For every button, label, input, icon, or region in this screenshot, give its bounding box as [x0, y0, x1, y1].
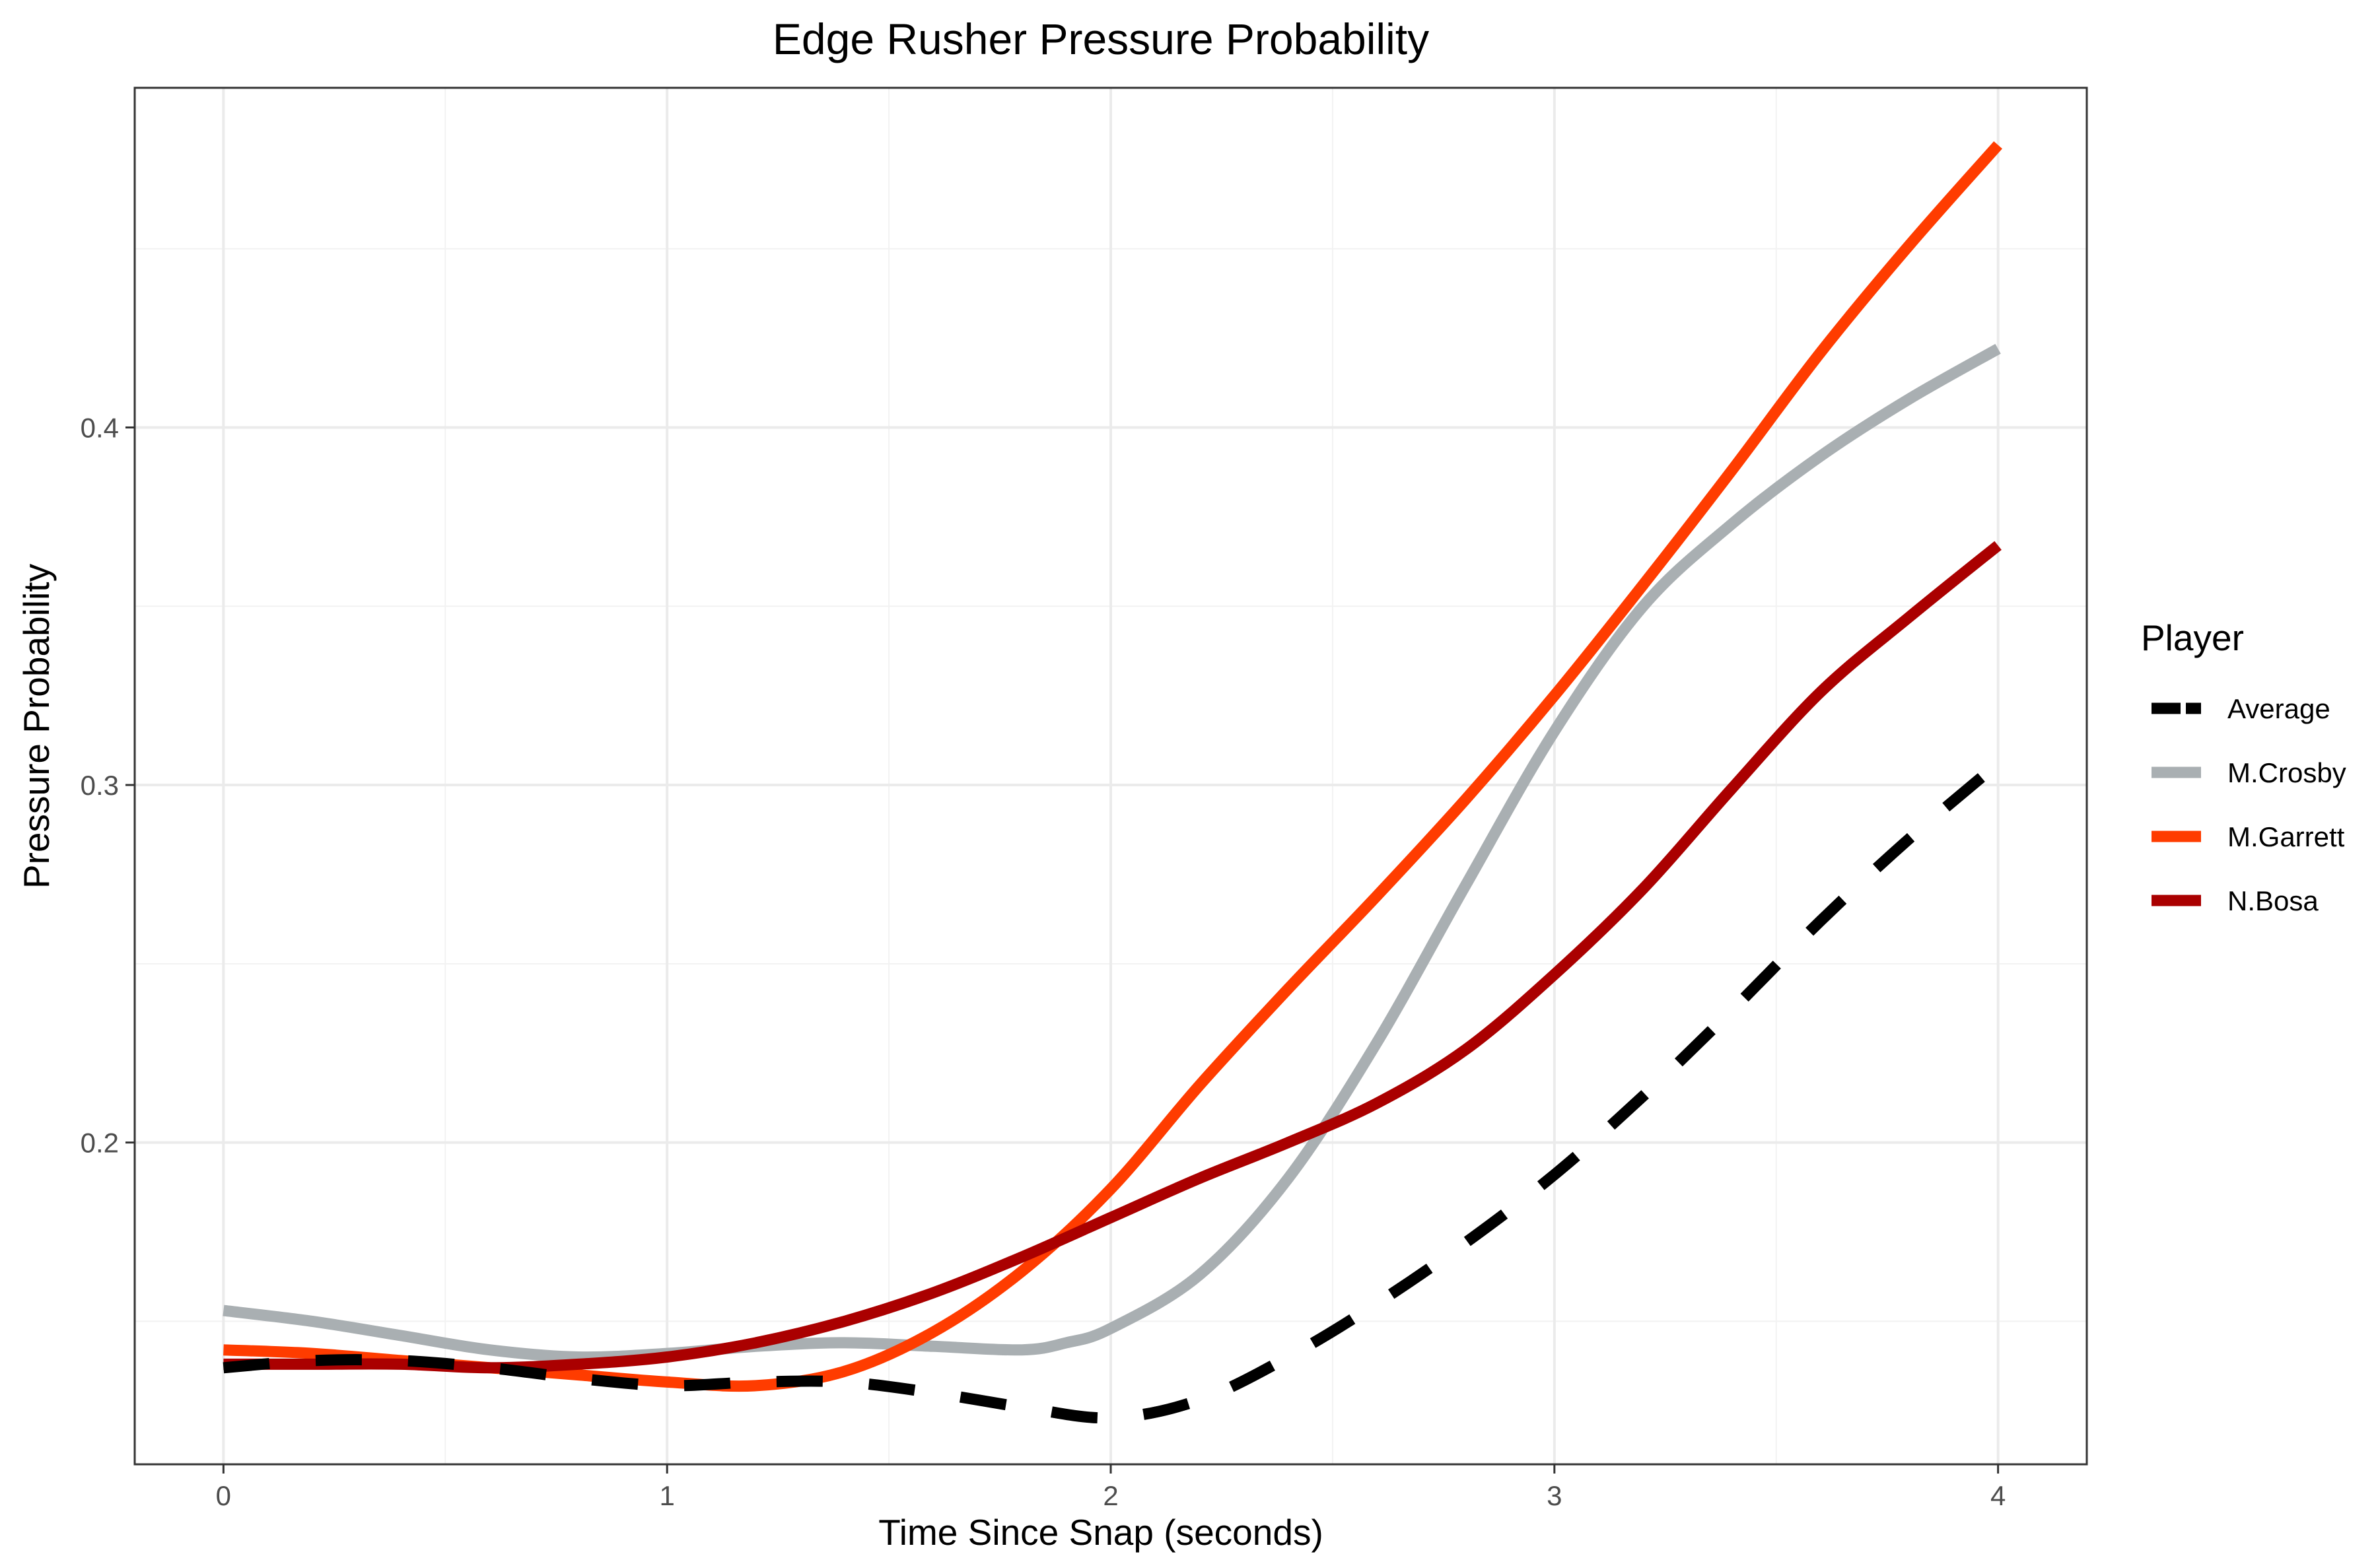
legend-title: Player	[2141, 617, 2244, 658]
legend-label: M.Crosby	[2227, 757, 2346, 788]
y-tick-label: 0.4	[81, 412, 119, 443]
x-tick-label: 0	[216, 1480, 231, 1511]
plot-area	[133, 86, 2088, 1466]
series-line-n-bosa	[223, 541, 2002, 1374]
x-tick-label: 3	[1547, 1480, 1562, 1511]
x-axis-title: Time Since Snap (seconds)	[878, 1512, 1323, 1553]
legend-label: N.Bosa	[2227, 885, 2319, 916]
x-axis: 0 1 2 3 4	[216, 1464, 2006, 1511]
series-line-m-garrett	[223, 141, 2002, 1392]
y-tick-label: 0.2	[81, 1128, 119, 1159]
series-line-average	[223, 759, 2002, 1424]
y-axis: 0.2 0.3 0.4	[81, 412, 135, 1159]
series-lines	[223, 141, 2002, 1424]
legend-items: Average M.Crosby M.Garrett N.Bosa	[2152, 693, 2346, 916]
y-tick-label: 0.3	[81, 770, 119, 801]
legend-label: Average	[2227, 693, 2330, 724]
legend-label: M.Garrett	[2227, 821, 2345, 852]
x-tick-label: 4	[1990, 1480, 2006, 1511]
x-tick-label: 2	[1103, 1480, 1118, 1511]
series-line-m-crosby	[223, 343, 2001, 1363]
legend: Player Average M.Crosby M.Garrett N.Bosa	[2141, 617, 2346, 916]
y-axis-title: Pressure Probability	[16, 563, 57, 889]
chart-title: Edge Rusher Pressure Probability	[773, 15, 1429, 63]
x-tick-label: 1	[660, 1480, 675, 1511]
